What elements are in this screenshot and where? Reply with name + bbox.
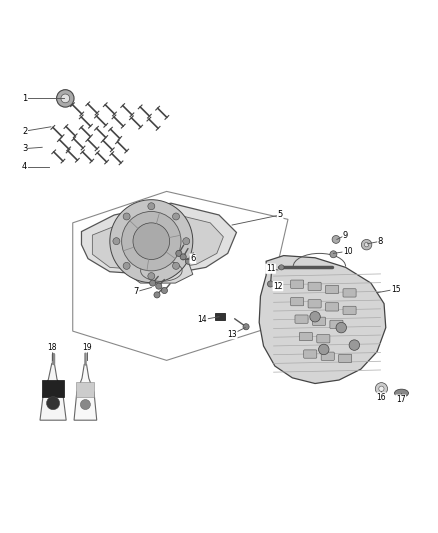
Circle shape [375, 383, 388, 395]
FancyBboxPatch shape [312, 317, 325, 326]
Circle shape [364, 243, 369, 247]
Circle shape [133, 223, 170, 260]
Text: 14: 14 [198, 315, 207, 324]
Circle shape [180, 254, 186, 260]
Circle shape [150, 280, 155, 286]
FancyBboxPatch shape [325, 285, 339, 294]
Text: 2: 2 [22, 127, 27, 136]
Circle shape [185, 258, 191, 264]
Polygon shape [40, 364, 66, 420]
Circle shape [361, 239, 372, 250]
FancyBboxPatch shape [308, 300, 321, 308]
Text: 6: 6 [190, 254, 195, 263]
Text: 10: 10 [343, 247, 353, 256]
Text: 8: 8 [378, 237, 383, 246]
Circle shape [113, 238, 120, 245]
Circle shape [330, 251, 337, 258]
FancyBboxPatch shape [299, 333, 312, 341]
Circle shape [279, 265, 284, 270]
Text: 3: 3 [22, 144, 28, 153]
Circle shape [349, 340, 360, 350]
FancyBboxPatch shape [42, 380, 64, 397]
Circle shape [379, 386, 384, 391]
Polygon shape [92, 213, 223, 271]
Text: 11: 11 [266, 264, 275, 273]
FancyBboxPatch shape [317, 335, 330, 343]
Circle shape [268, 281, 274, 287]
FancyBboxPatch shape [76, 382, 95, 397]
Circle shape [81, 400, 90, 409]
Circle shape [148, 203, 155, 210]
Text: 4: 4 [22, 163, 27, 172]
Circle shape [336, 322, 346, 333]
Polygon shape [81, 203, 237, 275]
Text: 15: 15 [391, 285, 401, 294]
Polygon shape [74, 364, 97, 420]
Text: 9: 9 [343, 231, 348, 239]
FancyBboxPatch shape [321, 352, 334, 360]
Polygon shape [259, 256, 386, 384]
Text: 17: 17 [396, 395, 406, 404]
Text: 7: 7 [133, 287, 139, 296]
Text: 1: 1 [22, 94, 27, 103]
Text: 5: 5 [278, 211, 283, 220]
Circle shape [154, 292, 160, 298]
FancyBboxPatch shape [295, 315, 308, 323]
Circle shape [148, 272, 155, 280]
Circle shape [123, 262, 130, 269]
Circle shape [243, 324, 249, 330]
Circle shape [318, 344, 329, 354]
FancyBboxPatch shape [290, 297, 304, 306]
FancyBboxPatch shape [330, 320, 343, 328]
Circle shape [46, 397, 60, 410]
Circle shape [57, 90, 74, 107]
Text: 19: 19 [82, 343, 92, 352]
FancyBboxPatch shape [215, 313, 225, 320]
Ellipse shape [395, 389, 409, 397]
Circle shape [332, 236, 340, 244]
FancyBboxPatch shape [343, 306, 356, 314]
Circle shape [173, 262, 180, 269]
FancyBboxPatch shape [343, 289, 356, 297]
Circle shape [123, 213, 130, 220]
Circle shape [122, 212, 181, 271]
Circle shape [110, 200, 193, 282]
FancyBboxPatch shape [304, 350, 317, 358]
Circle shape [161, 287, 167, 294]
Polygon shape [130, 258, 193, 283]
Text: 16: 16 [377, 393, 386, 402]
FancyBboxPatch shape [308, 282, 321, 290]
FancyBboxPatch shape [339, 354, 352, 362]
Circle shape [176, 251, 182, 256]
Circle shape [310, 311, 320, 322]
Circle shape [183, 238, 190, 245]
Circle shape [173, 213, 180, 220]
FancyBboxPatch shape [325, 303, 339, 311]
Circle shape [155, 283, 162, 289]
Text: 13: 13 [227, 330, 237, 338]
Text: 18: 18 [47, 343, 57, 352]
FancyBboxPatch shape [290, 280, 304, 288]
Text: 12: 12 [273, 281, 283, 290]
Circle shape [61, 94, 70, 103]
